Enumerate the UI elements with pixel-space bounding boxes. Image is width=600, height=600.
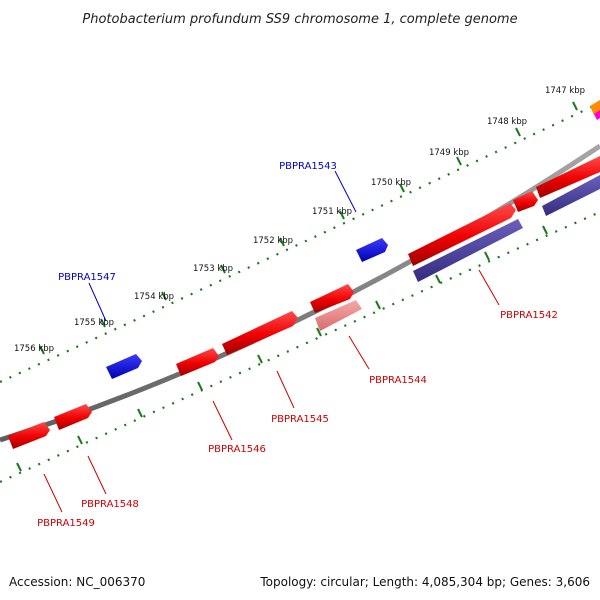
gene-magenta-edge[interactable] (594, 110, 600, 120)
scale-labels: 1747 kbp 1748 kbp 1749 kbp 1750 kbp 1751… (14, 86, 585, 354)
gene-label-pbpra1544[interactable]: PBPRA1544 (369, 375, 427, 386)
gene-label-pbpra1546[interactable]: PBPRA1546 (208, 444, 266, 455)
gene-pbpra1543[interactable] (356, 238, 388, 262)
scale-label-1756: 1756 kbp (14, 344, 54, 354)
inner-scale-dots (0, 210, 600, 484)
leader-pbpra1545 (276, 370, 295, 409)
tick-1755 (100, 318, 106, 328)
gene-label-pbpra1543[interactable]: PBPRA1543 (279, 161, 337, 172)
gene-pbpra1542-product[interactable] (413, 219, 523, 282)
gene-labels: PBPRA1543 PBPRA1547 PBPRA1542 PBPRA1544 … (37, 161, 558, 529)
scale-label-1749: 1749 kbp (429, 148, 469, 158)
map-title: Photobacterium profundum SS9 chromosome … (82, 12, 517, 27)
gene-pbpra1547[interactable] (106, 354, 142, 379)
outer-scale-track (0, 101, 600, 384)
inner-tick-1 (542, 225, 548, 235)
scale-label-1753: 1753 kbp (193, 264, 233, 274)
gene-pbpra1544-product[interactable] (315, 300, 362, 331)
topology-text: Topology: circular; Length: 4,085,304 bp… (259, 575, 590, 589)
inner-tick-9 (77, 435, 83, 445)
tick-1750 (399, 183, 405, 193)
scale-label-1748: 1748 kbp (487, 117, 527, 127)
inner-tick-6 (257, 354, 263, 364)
label-leaders (43, 170, 500, 513)
gene-pbpra1546[interactable] (176, 348, 219, 376)
gene-label-pbpra1542[interactable]: PBPRA1542 (500, 310, 558, 321)
inner-tick-8 (137, 408, 143, 418)
tick-1748 (515, 127, 521, 137)
gene-label-pbpra1545[interactable]: PBPRA1545 (271, 414, 329, 425)
gene-upstream-1[interactable] (513, 191, 538, 212)
outer-scale-dots (0, 102, 600, 384)
gene-pbpra1549[interactable] (8, 422, 50, 449)
leader-pbpra1548 (87, 455, 107, 495)
gene-label-pbpra1547[interactable]: PBPRA1547 (58, 272, 116, 283)
leader-pbpra1547 (88, 282, 107, 322)
forward-strand-genes (106, 100, 600, 379)
chromosome-backbone (0, 143, 600, 443)
gene-upstream-2[interactable] (536, 156, 600, 198)
scale-label-1752: 1752 kbp (253, 236, 293, 246)
scale-label-1750: 1750 kbp (371, 178, 411, 188)
scale-label-1747: 1747 kbp (545, 86, 585, 96)
inner-scale-track (0, 210, 600, 484)
gene-pbpra1548[interactable] (54, 404, 92, 430)
inner-tick-4 (375, 300, 381, 310)
scale-label-1754: 1754 kbp (134, 292, 174, 302)
gene-pbpra1542-cds[interactable] (408, 203, 516, 266)
tick-1752 (279, 237, 285, 247)
gene-orange-edge[interactable] (590, 100, 600, 115)
accession-text: Accession: NC_006370 (9, 575, 145, 589)
gene-pbpra1544-cds[interactable] (310, 284, 354, 313)
leader-pbpra1549 (43, 473, 63, 513)
leader-pbpra1544 (348, 335, 370, 370)
leader-pbpra1546 (212, 400, 233, 441)
gene-label-pbpra1548[interactable]: PBPRA1548 (81, 499, 139, 510)
scale-label-1751: 1751 kbp (312, 207, 352, 217)
gene-label-pbpra1549[interactable]: PBPRA1549 (37, 518, 95, 529)
gene-pbpra1545[interactable] (222, 311, 298, 355)
inner-tick-3 (435, 274, 441, 284)
leader-pbpra1542 (478, 269, 500, 306)
scale-label-1755: 1755 kbp (74, 318, 114, 328)
leader-pbpra1543 (334, 170, 357, 213)
tick-1754 (161, 291, 167, 301)
tick-1751 (339, 210, 345, 220)
inner-tick-10 (16, 462, 22, 472)
tick-1749 (456, 156, 462, 166)
inner-tick-7 (197, 381, 203, 391)
reverse-strand-genes (8, 156, 600, 449)
inner-tick-5 (316, 327, 322, 337)
tick-1753 (220, 264, 226, 274)
gene-upstream-2-product[interactable] (542, 175, 600, 216)
tick-1756 (39, 345, 45, 355)
inner-tick-2 (484, 251, 490, 261)
tick-1747 (572, 101, 578, 111)
